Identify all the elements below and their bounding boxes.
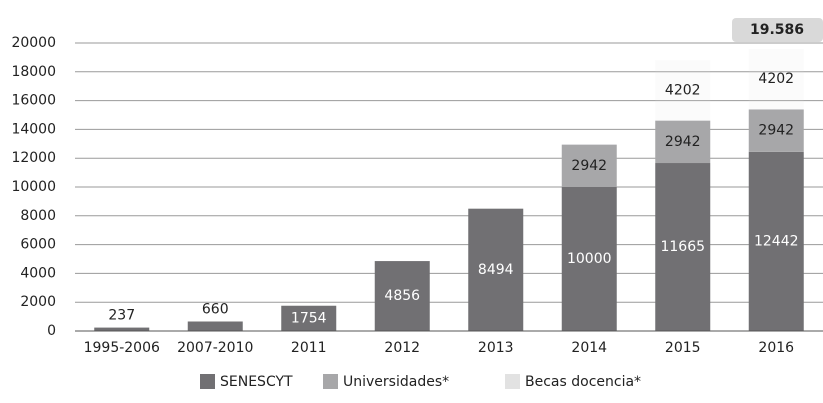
bar-segment: [561, 187, 617, 331]
legend-swatch: [323, 374, 338, 389]
bar-segment: [748, 151, 804, 331]
bar-segment: [187, 321, 243, 331]
y-tick-label: 12000: [11, 150, 56, 166]
value-label: 11665: [660, 239, 705, 255]
y-tick-label: 18000: [11, 64, 56, 80]
x-tick-label: 2013: [478, 340, 514, 356]
legend-swatch: [505, 374, 520, 389]
y-tick-label: 10000: [11, 179, 56, 195]
bar-segment: [655, 163, 711, 331]
value-label: 4202: [758, 71, 794, 87]
legend-label: Universidades*: [343, 374, 449, 390]
legend-label: SENESCYT: [220, 374, 293, 390]
y-tick-label: 14000: [11, 121, 56, 137]
bar-segment: [748, 109, 804, 152]
bar-segment: [468, 208, 524, 331]
legend-label: Becas docencia*: [525, 374, 641, 390]
value-label: 12442: [754, 233, 799, 249]
y-tick-label: 6000: [20, 237, 56, 253]
y-tick-label: 4000: [20, 265, 56, 281]
x-tick-label: 2015: [665, 340, 701, 356]
y-tick-label: 8000: [20, 208, 56, 224]
x-tick-label: 2014: [571, 340, 607, 356]
total-annotation: 19.586: [750, 22, 804, 38]
value-label: 8494: [478, 262, 514, 278]
bar-segment: [94, 327, 150, 331]
bar-segment: [561, 144, 617, 187]
y-tick-label: 2000: [20, 294, 56, 310]
total-box: [732, 18, 823, 42]
value-label: 2942: [665, 134, 701, 150]
bar-segment: [655, 120, 711, 164]
value-label: 2942: [758, 123, 794, 139]
value-label: 4856: [384, 288, 420, 304]
value-label: 1754: [291, 310, 327, 326]
bar-segment: [374, 261, 430, 331]
x-tick-label: 1995-2006: [84, 340, 160, 356]
x-tick-label: 2016: [758, 340, 794, 356]
value-label: 2942: [571, 158, 607, 174]
x-tick-label: 2011: [291, 340, 327, 356]
x-tick-label: 2007-2010: [177, 340, 253, 356]
value-label: 660: [202, 301, 229, 317]
y-tick-label: 0: [47, 323, 56, 339]
value-label: 237: [108, 308, 135, 324]
bar-segment: [748, 48, 804, 110]
y-tick-label: 16000: [11, 93, 56, 109]
value-label: 4202: [665, 82, 701, 98]
y-tick-label: 20000: [11, 35, 56, 51]
legend-swatch: [200, 374, 215, 389]
value-label: 10000: [567, 251, 612, 267]
bar-segment: [655, 60, 711, 121]
bar-segment: [281, 305, 337, 331]
x-tick-label: 2012: [384, 340, 420, 356]
